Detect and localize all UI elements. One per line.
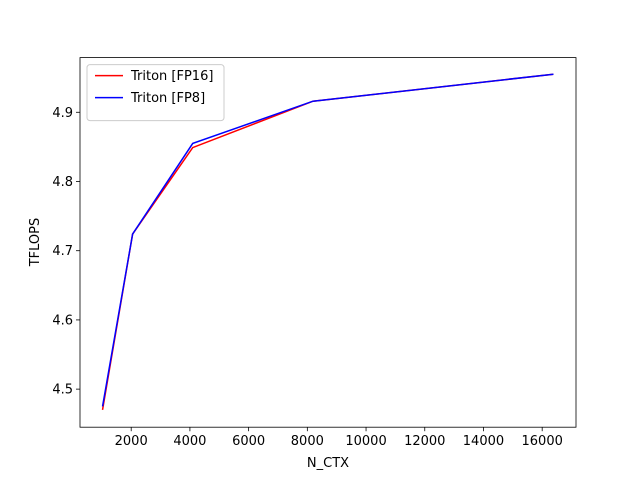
x-tick-label: 12000 [404, 434, 445, 449]
x-tick-label: 10000 [345, 434, 386, 449]
y-tick-label: 4.8 [52, 175, 73, 190]
legend-box [86, 64, 225, 122]
y-tick-label: 4.9 [52, 106, 73, 121]
y-axis-label: TFLOPS [28, 218, 43, 268]
legend-label: Triton [FP16] [130, 69, 213, 84]
x-axis-label: N_CTX [307, 456, 349, 471]
series-line [101, 73, 554, 407]
x-tick-label: 16000 [522, 434, 563, 449]
x-tick-label: 2000 [115, 434, 148, 449]
series-line [101, 73, 554, 411]
x-tick-label: 14000 [463, 434, 504, 449]
plot-frame [79, 57, 577, 428]
x-tick-label: 6000 [232, 434, 265, 449]
legend-label: Triton [FP8] [130, 91, 205, 106]
y-tick-label: 4.5 [52, 383, 73, 398]
x-tick-label: 8000 [291, 434, 324, 449]
y-tick-label: 4.7 [52, 244, 73, 259]
x-tick-label: 4000 [173, 434, 206, 449]
y-tick-label: 4.6 [52, 313, 73, 328]
